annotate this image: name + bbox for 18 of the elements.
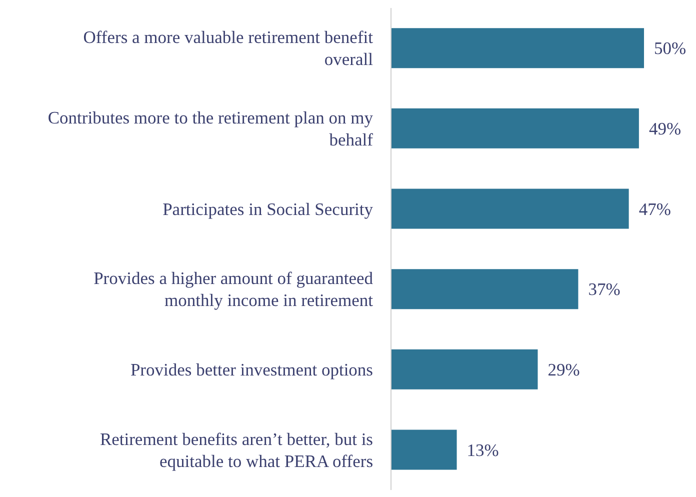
- data-label: 49%: [648, 118, 682, 138]
- bar: [391, 108, 639, 148]
- y-tick-label: Provides a higher amount of guaranteed monthly income in retirement: [94, 268, 374, 310]
- data-label: 13%: [466, 440, 499, 460]
- data-label: 29%: [548, 359, 580, 380]
- data-label: 50%: [654, 38, 686, 58]
- data-label: 47%: [638, 198, 671, 219]
- bar: [391, 430, 457, 470]
- bar: [391, 269, 578, 310]
- bar: [391, 28, 644, 68]
- y-tick-label: Retirement benefits aren’t better, but is equitable to what PERA offers: [100, 428, 374, 471]
- y-tick-label: Contributes more to the retirement plan on my behalf: [48, 108, 374, 150]
- data-label: 37%: [588, 279, 620, 300]
- bar: [391, 188, 629, 229]
- y-tick-label: Offers a more valuable retirement benefit overall: [83, 27, 374, 70]
- bar: [391, 349, 538, 390]
- y-tick-label: Provides better investment options: [130, 360, 374, 380]
- y-tick-label: Participates in Social Security: [162, 198, 374, 219]
